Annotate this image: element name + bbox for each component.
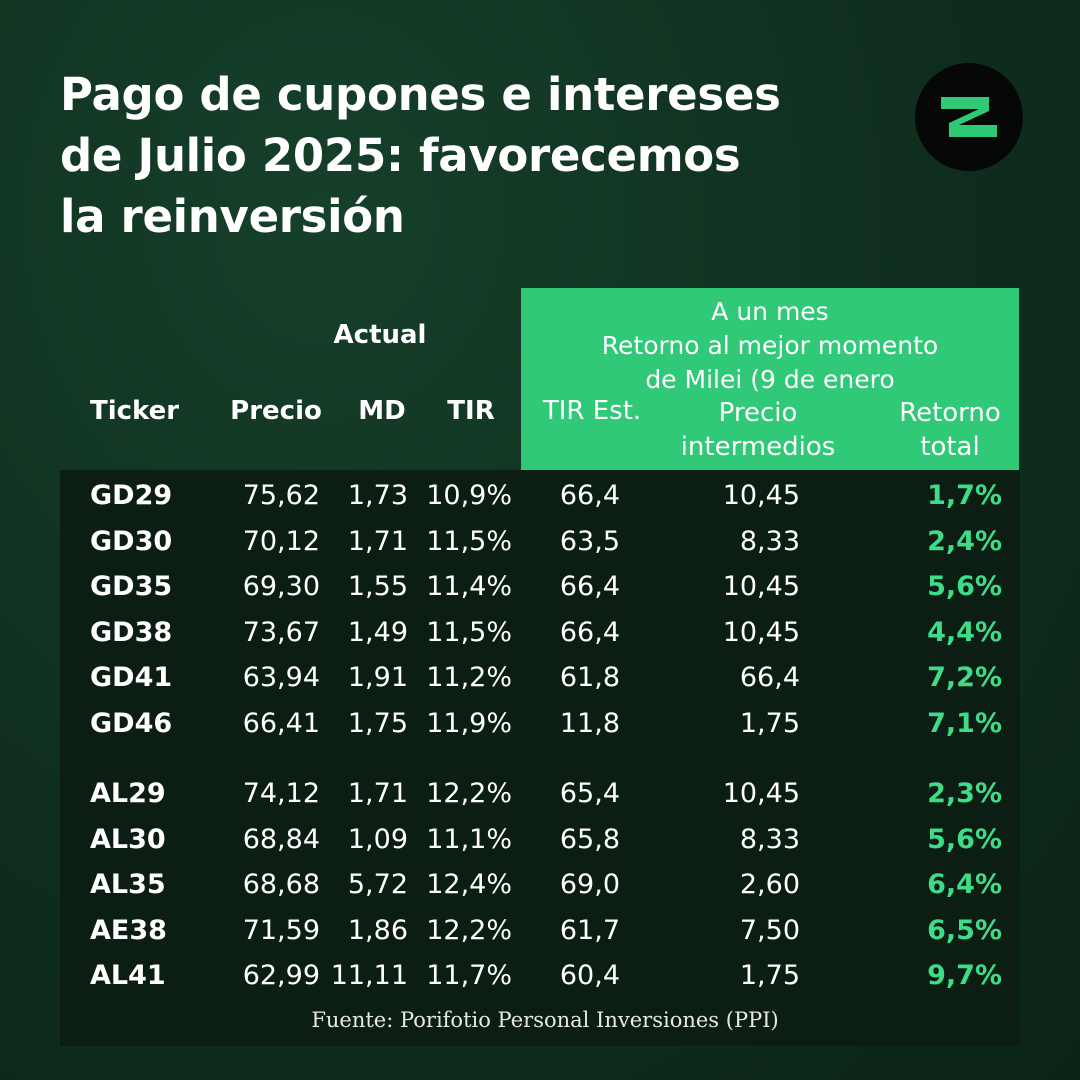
group-header-line: A un mes [711, 297, 829, 326]
ticker: GD29 [90, 480, 173, 511]
return-value: 9,7% [927, 960, 1002, 991]
cell-value: 1,75 [739, 960, 800, 991]
cell-value: 66,4 [559, 616, 620, 648]
table-background [60, 470, 1020, 1046]
cell-value: 11,11 [330, 960, 408, 991]
return-value: 2,4% [927, 525, 1002, 557]
cell-value: 11,9% [426, 707, 512, 739]
return-value: 2,3% [927, 778, 1002, 809]
cell-value: 62,99 [242, 960, 320, 991]
ticker: GD41 [90, 662, 173, 693]
group-header-line: de Milei (9 de enero [645, 365, 895, 394]
cell-value: 61,8 [559, 662, 620, 693]
cell-value: 12,2% [426, 914, 512, 946]
cell-value: 11,8 [559, 707, 620, 739]
cell-value: 8,33 [739, 823, 800, 855]
cell-value: 68,68 [242, 869, 320, 900]
cell-value: 69,0 [559, 869, 620, 900]
group-header: Actual [333, 320, 427, 350]
cell-value: 1,49 [347, 616, 408, 648]
cell-value: 10,9% [426, 480, 512, 511]
cell-value: 66,4 [739, 662, 800, 693]
return-value: 7,1% [927, 707, 1002, 739]
column-header: Ticker [90, 396, 180, 426]
cell-value: 63,94 [242, 662, 320, 693]
title-line: Pago de cupones e intereses [60, 68, 781, 121]
column-header: Retorno [899, 398, 1001, 428]
cell-value: 66,4 [559, 571, 620, 602]
cell-value: 1,75 [347, 707, 408, 739]
cell-value: 66,41 [242, 707, 320, 739]
cell-value: 8,33 [739, 525, 800, 557]
column-header: total [920, 432, 980, 462]
cell-value: 1,91 [347, 662, 408, 693]
column-header: Precio [718, 398, 798, 428]
column-header: MD [358, 396, 406, 426]
cell-value: 11,5% [426, 525, 512, 557]
cell-value: 71,59 [242, 914, 320, 946]
cell-value: 10,45 [722, 778, 800, 809]
ticker: GD38 [90, 616, 173, 648]
logo [915, 63, 1023, 171]
cell-value: 1,71 [347, 778, 408, 809]
title-line: la reinversión [60, 190, 405, 243]
ticker: AL35 [90, 869, 166, 900]
cell-value: 1,71 [347, 525, 408, 557]
cell-value: 69,30 [242, 571, 320, 602]
ticker: AL30 [90, 823, 166, 855]
cell-value: 1,73 [347, 480, 408, 511]
return-value: 5,6% [927, 823, 1002, 855]
cell-value: 74,12 [242, 778, 320, 809]
title-line: de Julio 2025: favorecemos [60, 129, 741, 182]
ticker: GD35 [90, 571, 173, 602]
cell-value: 10,45 [722, 480, 800, 511]
column-header: Precio [230, 396, 322, 426]
cell-value: 11,1% [426, 823, 512, 855]
cell-value: 7,50 [739, 914, 800, 946]
cell-value: 65,8 [559, 823, 620, 855]
cell-value: 1,86 [347, 914, 408, 946]
ticker: AL41 [90, 960, 166, 991]
cell-value: 75,62 [242, 480, 320, 511]
ticker: GD46 [90, 707, 173, 739]
cell-value: 2,60 [739, 869, 800, 900]
cell-value: 1,09 [347, 823, 408, 855]
cell-value: 63,5 [559, 525, 620, 557]
cell-value: 60,4 [559, 960, 620, 991]
cell-value: 5,72 [347, 869, 408, 900]
cell-value: 10,45 [722, 616, 800, 648]
ticker: GD30 [90, 525, 173, 557]
group-header-line: Retorno al mejor momento [601, 331, 939, 360]
cell-value: 70,12 [242, 525, 320, 557]
return-value: 4,4% [927, 616, 1002, 648]
cell-value: 66,4 [559, 480, 620, 511]
return-value: 5,6% [927, 571, 1002, 602]
cell-value: 12,2% [426, 778, 512, 809]
return-value: 6,4% [927, 869, 1002, 900]
cell-value: 12,4% [426, 869, 512, 900]
return-value: 1,7% [927, 480, 1002, 511]
column-header: TIR Est. [542, 396, 642, 426]
cell-value: 11,5% [426, 616, 512, 648]
highlight-header [521, 288, 1019, 470]
cell-value: 11,4% [426, 571, 512, 602]
cell-value: 11,7% [426, 960, 512, 991]
ticker: AE38 [90, 914, 167, 946]
ticker: AL29 [90, 778, 166, 809]
cell-value: 10,45 [722, 571, 800, 602]
column-header: TIR [447, 396, 495, 426]
cell-value: 1,55 [347, 571, 408, 602]
return-value: 7,2% [927, 662, 1002, 693]
column-header: intermedios [680, 432, 836, 462]
cell-value: 61,7 [559, 914, 620, 946]
cell-value: 68,84 [242, 823, 320, 855]
source-note: Fuente: Porifotio Personal Inversiones (… [311, 1008, 779, 1032]
cell-value: 65,4 [559, 778, 620, 809]
cell-value: 11,2% [426, 662, 512, 693]
cell-value: 1,75 [739, 707, 800, 739]
cell-value: 73,67 [242, 616, 320, 648]
return-value: 6,5% [927, 914, 1002, 946]
